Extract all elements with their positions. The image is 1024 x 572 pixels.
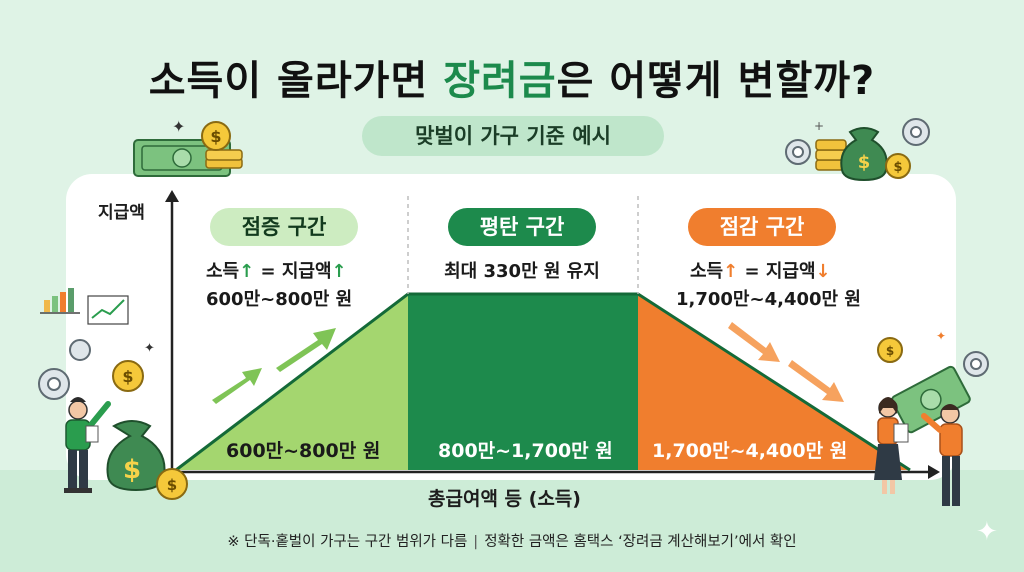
gear-icon xyxy=(902,118,930,146)
flat-region xyxy=(408,294,638,470)
page-title: 소득이 올라가면 장려금은 어떻게 변할까? xyxy=(148,58,876,104)
coin-icon: $ xyxy=(112,360,144,392)
flat-section-label: 평탄 구간 xyxy=(448,208,596,246)
falling-arrow-icon xyxy=(728,322,844,402)
x-axis-label: 총급여액 등 (소득) xyxy=(428,488,581,510)
coin-icon: $ xyxy=(156,468,188,500)
svg-text:$: $ xyxy=(122,367,133,386)
money-bill-icon xyxy=(891,365,971,434)
gear-icon xyxy=(38,368,70,400)
decrease-band-label: 1,700만~4,400만 원 xyxy=(652,440,848,462)
y-axis-label: 지급액 xyxy=(98,203,145,223)
person-icon xyxy=(874,397,909,494)
svg-text:$: $ xyxy=(893,160,902,175)
gear-icon xyxy=(963,351,989,377)
decrease-section-label: 점감 구간 xyxy=(688,208,836,246)
rising-arrow-icon xyxy=(212,328,336,404)
person-icon xyxy=(921,404,963,506)
decrease-description: 소득↑ = 지급액↓ xyxy=(690,261,831,282)
money-bag-icon: $ xyxy=(106,420,166,492)
gear-icon xyxy=(69,339,91,361)
flat-description: 최대 330만 원 유지 xyxy=(444,261,600,282)
sparkle-icon: ✦ xyxy=(936,329,946,343)
bar-chart-icon xyxy=(40,288,80,314)
up-arrow-icon: ↑ xyxy=(239,261,255,282)
sparkle-icon: + xyxy=(814,119,824,133)
y-axis-arrow xyxy=(165,190,179,202)
x-axis-arrow xyxy=(928,465,940,479)
title-accent: 장려금 xyxy=(443,58,557,104)
coin-icon xyxy=(815,139,847,171)
increase-description: 소득↑ = 지급액↑ xyxy=(206,261,347,282)
svg-text:$: $ xyxy=(858,152,871,173)
coin-icon: $ xyxy=(885,153,911,179)
footnote: ※ 단독·홑벌이 가구는 구간 범위가 다름 | 정확한 금액은 홈택스 ‘장려금 … xyxy=(227,534,797,550)
svg-text:$: $ xyxy=(886,344,894,358)
coin-icon: $ xyxy=(877,337,903,363)
coin-icon: $ xyxy=(201,121,243,169)
up-arrow-icon: ↑ xyxy=(723,261,739,282)
benefit-curve xyxy=(175,292,911,472)
svg-text:$: $ xyxy=(210,127,221,146)
line-chart-icon xyxy=(87,295,129,325)
money-bag-icon: $ xyxy=(840,127,888,182)
sparkle-icon: ✦ xyxy=(144,341,155,356)
increase-band-label: 600만~800만 원 xyxy=(226,440,381,462)
gear-icon xyxy=(785,139,811,165)
sparkle-icon: ✦ xyxy=(976,517,998,547)
increase-section-label: 점증 구간 xyxy=(210,208,358,246)
svg-text:$: $ xyxy=(123,455,141,485)
subtitle-pill: 맞벌이 가구 기준 예시 xyxy=(362,116,664,156)
up-arrow-icon: ↑ xyxy=(331,261,347,282)
flat-band-label: 800만~1,700만 원 xyxy=(438,440,613,462)
svg-text:$: $ xyxy=(167,476,177,494)
decrease-range: 1,700만~4,400만 원 xyxy=(676,289,861,310)
person-icon xyxy=(64,397,111,493)
down-arrow-icon: ↓ xyxy=(815,261,831,282)
sparkle-icon: ✦ xyxy=(172,117,185,136)
increase-range: 600만~800만 원 xyxy=(206,289,353,310)
